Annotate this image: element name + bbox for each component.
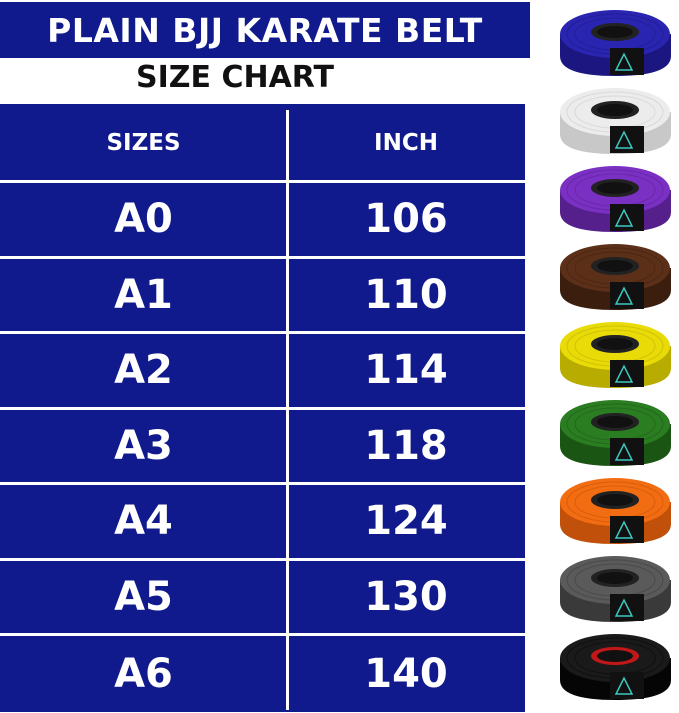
column-divider	[286, 110, 289, 710]
size-cell: A4	[114, 498, 173, 545]
table-row: A5 130	[0, 557, 525, 634]
belt-gallery	[552, 4, 679, 706]
table-row: A4 124	[0, 482, 525, 558]
title: PLAIN BJJ KARATE BELT	[0, 2, 530, 58]
inch-cell: 130	[364, 573, 448, 620]
table-row: A2 114	[0, 331, 525, 407]
belt-yellow	[560, 322, 671, 388]
size-cell: A3	[114, 422, 173, 469]
header-sizes: SIZES	[106, 130, 181, 156]
table-row: A1 110	[0, 255, 525, 332]
size-cell: A5	[114, 573, 173, 620]
inch-cell: 124	[364, 498, 448, 545]
size-cell: A2	[114, 347, 173, 394]
header-inch: INCH	[374, 130, 438, 156]
belt-blue	[560, 10, 671, 76]
inch-cell: 114	[364, 347, 448, 394]
inch-cell: 106	[364, 196, 448, 243]
belt-gray	[560, 556, 671, 622]
belt-purple	[560, 166, 671, 232]
belt-black	[560, 634, 671, 700]
belt-white	[560, 88, 671, 154]
size-cell: A1	[114, 271, 173, 318]
inch-cell: 140	[364, 651, 448, 697]
table-row: A3 118	[0, 406, 525, 483]
inch-cell: 110	[364, 271, 448, 318]
table-row: A6 140	[0, 633, 525, 712]
table-row: A0 106	[0, 180, 525, 256]
belt-brown	[560, 244, 671, 310]
subtitle: SIZE CHART	[135, 60, 335, 95]
size-table: SIZES INCH A0 106 A1 110 A2 114 A3 118 A4 124 A5 13…	[0, 104, 525, 712]
size-cell: A0	[114, 196, 173, 243]
belt-green	[560, 400, 671, 466]
inch-cell: 118	[364, 422, 448, 469]
belt-orange	[560, 478, 671, 544]
size-cell: A6	[114, 651, 173, 697]
table-header: SIZES INCH	[0, 104, 525, 182]
